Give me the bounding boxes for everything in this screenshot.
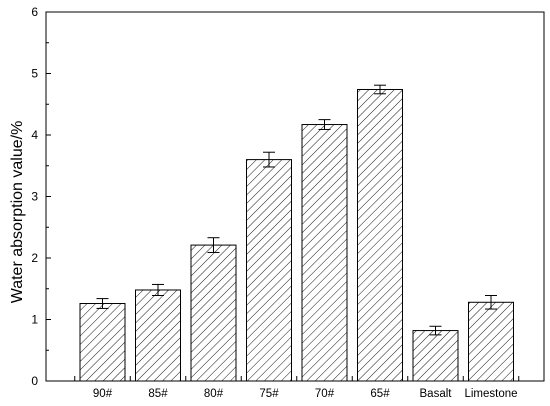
y-tick-label: 1 — [31, 313, 38, 327]
x-tick-label: 65# — [370, 388, 390, 400]
y-tick-label: 5 — [31, 67, 38, 81]
bar-70 — [301, 124, 348, 382]
x-tick-label: 70# — [315, 388, 335, 400]
error-bar-75 — [263, 151, 275, 168]
x-tick-label: 75# — [259, 388, 279, 400]
y-tick-label: 6 — [31, 5, 38, 19]
error-bar-70 — [318, 119, 331, 130]
y-tick-label: 3 — [31, 190, 38, 204]
y-tick-label: 0 — [31, 374, 38, 388]
error-bar-limestone — [485, 295, 497, 310]
bar-limestone — [468, 301, 514, 382]
x-tick-label: 90# — [93, 388, 113, 400]
error-bar-90 — [96, 298, 109, 309]
x-tick-label: 80# — [204, 388, 224, 400]
error-bars — [96, 84, 497, 336]
error-bar-65 — [374, 84, 386, 95]
y-tick-label: 2 — [31, 251, 38, 265]
x-tick-label: Basalt — [420, 388, 453, 400]
error-bar-basalt — [429, 325, 442, 336]
x-tick-label: 85# — [148, 388, 168, 400]
y-axis-title: Water absorption value/% — [9, 121, 26, 304]
bar-basalt — [412, 330, 459, 382]
bar-85 — [135, 289, 181, 382]
x-tick-label: Limestone — [464, 388, 517, 400]
bar-90 — [79, 303, 126, 382]
bar-80 — [190, 244, 237, 382]
bars — [79, 88, 514, 382]
y-tick-label: 4 — [31, 128, 38, 142]
error-bar-85 — [152, 283, 164, 297]
bar-65 — [357, 88, 403, 382]
error-bar-80 — [207, 237, 220, 253]
x-axis-ticks: 90# 85# 80# 75# 70# 65# Basalt Limestone — [74, 376, 520, 400]
y-axis-ticks: 0 1 2 3 4 5 6 — [31, 5, 51, 388]
bar-75 — [246, 159, 292, 382]
